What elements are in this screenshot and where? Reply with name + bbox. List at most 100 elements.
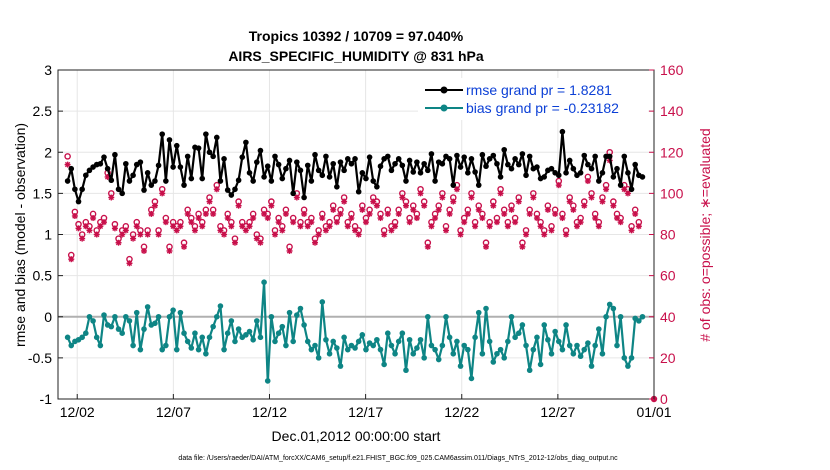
obs-evaluated-marker <box>319 215 326 222</box>
rmse-point <box>334 183 340 190</box>
obs-evaluated-marker <box>130 235 137 242</box>
rmse-point <box>399 162 406 169</box>
rmse-point <box>115 186 122 193</box>
obs-evaluated-marker <box>366 210 373 217</box>
bias-point <box>585 340 591 346</box>
obs-evaluated-marker <box>159 190 166 197</box>
x-tick-label: 12/02 <box>60 404 95 420</box>
obs-evaluated-marker <box>246 223 253 230</box>
rmse-point <box>301 194 307 201</box>
bias-point <box>83 330 89 337</box>
rmse-point <box>363 175 369 182</box>
obs-evaluated-marker <box>530 194 537 201</box>
rmse-point <box>577 170 584 176</box>
obs-evaluated-marker <box>577 219 584 226</box>
obs-evaluated-marker <box>603 186 610 193</box>
obs-evaluated-marker <box>224 215 231 222</box>
bias-point <box>112 313 118 320</box>
bias-point <box>294 312 300 318</box>
obs-evaluated-marker <box>483 243 490 250</box>
obs-evaluated-marker <box>151 202 158 209</box>
rmse-point <box>101 154 107 160</box>
bias-point <box>312 342 318 349</box>
rmse-point <box>344 156 351 162</box>
obs-evaluated-marker <box>526 210 533 217</box>
bias-point <box>119 330 125 337</box>
obs-evaluated-marker <box>493 219 500 226</box>
rmse-point <box>468 156 475 162</box>
obs-evaluated-marker <box>271 231 278 238</box>
bias-point <box>257 334 264 341</box>
bias-point <box>68 342 75 349</box>
legend-rmse-label: rmse grand pr = 1.8281 <box>466 82 612 98</box>
obs-evaluated-marker <box>301 210 308 217</box>
obs-evaluated-marker <box>359 206 366 213</box>
x-tick-label: 12/12 <box>252 404 287 420</box>
x-tick-label: 12/07 <box>156 404 191 420</box>
obs-evaluated-marker <box>148 210 155 217</box>
bias-point <box>505 338 511 345</box>
obs-evaluated-marker <box>486 223 493 230</box>
bias-point <box>406 336 413 343</box>
bias-point <box>403 367 409 374</box>
obs-evaluated-marker <box>490 202 497 209</box>
rmse-point <box>308 178 315 184</box>
rmse-point <box>592 153 598 160</box>
rmse-point <box>195 145 202 151</box>
obs-evaluated-marker <box>344 223 351 230</box>
y-tick-label: 0.5 <box>33 268 53 284</box>
rmse-point <box>410 169 417 175</box>
obs-evaluated-marker <box>432 215 439 222</box>
obs-count-markers <box>64 148 658 403</box>
obs-evaluated-marker <box>181 243 188 250</box>
bias-point <box>548 350 555 357</box>
bias-point <box>472 334 478 341</box>
rmse-point <box>246 170 253 176</box>
obs-evaluated-marker <box>253 235 260 242</box>
obs-evaluated-marker <box>275 219 282 226</box>
bias-point <box>614 342 620 349</box>
rmse-point <box>515 161 522 168</box>
bias-point <box>243 332 249 338</box>
bias-point <box>341 334 347 341</box>
obs-evaluated-marker <box>210 210 217 217</box>
obs-evaluated-marker <box>392 223 399 230</box>
bias-point <box>301 322 307 328</box>
bias-point <box>421 355 427 361</box>
obs-evaluated-marker <box>370 198 377 205</box>
obs-evaluated-marker <box>141 247 148 254</box>
rmse-point <box>526 153 533 160</box>
rmse-point <box>355 188 362 195</box>
rmse-point <box>221 156 227 162</box>
rmse-point <box>541 174 548 180</box>
bias-point <box>173 346 180 353</box>
bias-point <box>286 309 293 316</box>
rmse-point <box>112 151 118 158</box>
obs-evaluated-marker <box>64 161 71 168</box>
bias-point <box>199 334 206 341</box>
rmse-point <box>374 183 380 190</box>
bias-point <box>395 338 402 345</box>
obs-evaluated-marker <box>402 202 409 209</box>
rmse-point <box>261 174 267 180</box>
rmse-point <box>483 163 489 170</box>
rmse-point <box>505 161 511 168</box>
bias-point <box>323 336 329 343</box>
x-tick-label: 12/22 <box>444 404 479 420</box>
rmse-point <box>86 167 93 174</box>
rmse-point <box>304 162 311 169</box>
bias-point <box>483 305 489 312</box>
obs-evaluated-marker <box>326 223 333 230</box>
rmse-point <box>548 165 555 172</box>
rmse-point <box>472 169 478 175</box>
obs-evaluated-marker <box>541 231 548 238</box>
rmse-point <box>141 187 147 193</box>
bias-point <box>599 350 606 357</box>
rmse-point <box>341 167 347 174</box>
bias-point <box>213 313 220 320</box>
rmse-point <box>428 151 435 157</box>
bias-point <box>79 334 85 341</box>
rmse-point <box>283 165 289 172</box>
bias-point <box>337 363 344 369</box>
legend-rmse-marker <box>440 86 448 94</box>
